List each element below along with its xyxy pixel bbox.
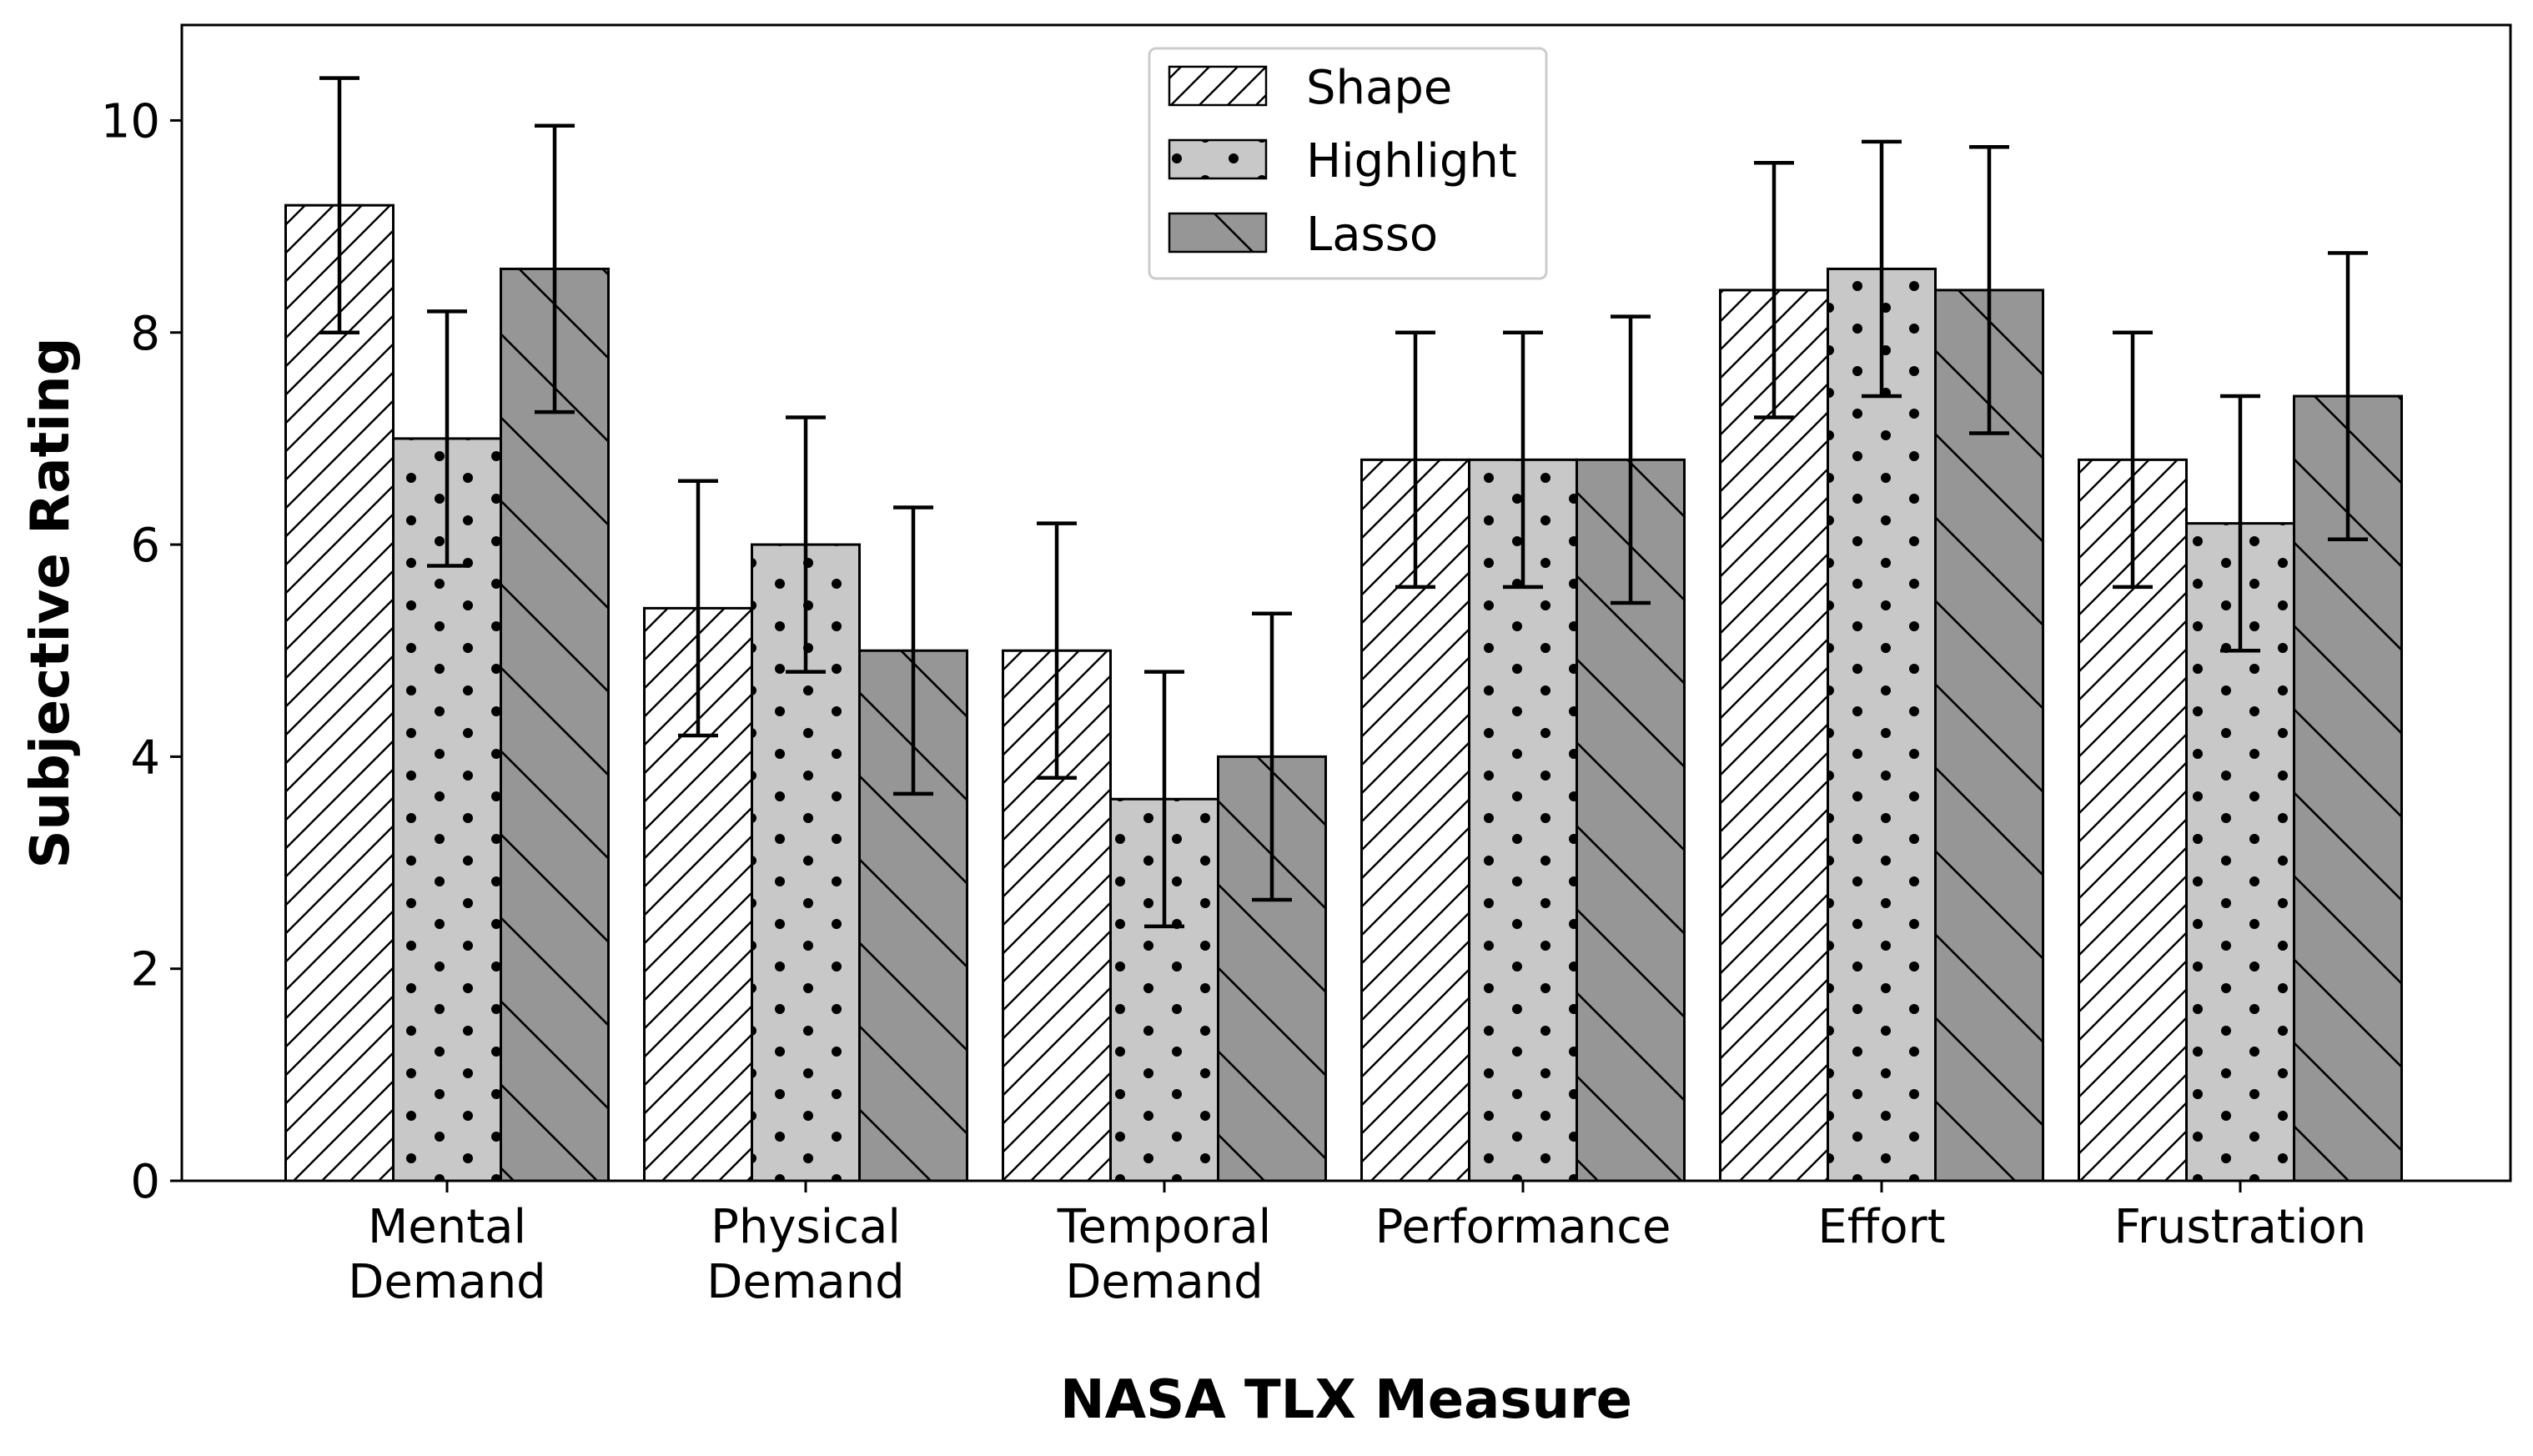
bar-shape-effort: [1719, 289, 1829, 1182]
x-tick-label: Frustration: [2114, 1200, 2366, 1254]
errorbar-shape-effort: [1754, 161, 1794, 419]
y-tick-label: 6: [130, 519, 160, 573]
legend: Shape Highlight Lasso: [1148, 47, 1548, 280]
x-tick-label: Performance: [1375, 1200, 1671, 1254]
legend-swatch-shape: [1168, 65, 1268, 107]
legend-label-lasso: Lasso: [1306, 208, 1438, 262]
bars-layer: [284, 203, 2403, 1182]
errorbar-shape-frustration: [2113, 330, 2153, 590]
legend-item-lasso: Lasso: [1168, 208, 1438, 262]
y-tick-label: 8: [130, 307, 160, 361]
legend-item-highlight: Highlight: [1168, 134, 1517, 188]
x-tick-label: Physical Demand: [706, 1200, 904, 1309]
y-tick-label: 0: [130, 1155, 160, 1209]
errorbar-lasso-mental-demand: [535, 123, 575, 414]
errorbars-layer: [319, 76, 2368, 929]
bar-lasso-mental-demand: [500, 267, 610, 1182]
errorbar-highlight-performance: [1503, 330, 1543, 590]
legend-label-highlight: Highlight: [1306, 134, 1517, 188]
legend-label-shape: Shape: [1306, 61, 1452, 115]
y-tick-label: 10: [101, 94, 160, 148]
errorbar-shape-mental-demand: [319, 76, 359, 335]
y-axis: 0 2 4 6 8 10: [101, 94, 182, 1209]
errorbar-highlight-temporal-demand: [1144, 670, 1184, 929]
bar-shape-mental-demand: [284, 203, 395, 1182]
errorbar-highlight-physical-demand: [786, 415, 826, 674]
y-axis-title: Subjective Rating: [20, 337, 82, 868]
legend-swatch-lasso: [1168, 212, 1268, 254]
legend-swatch-highlight: [1168, 138, 1268, 180]
errorbar-lasso-frustration: [2328, 251, 2368, 541]
x-tick-label: Temporal Demand: [1057, 1200, 1271, 1309]
errorbar-lasso-physical-demand: [893, 505, 933, 796]
errorbar-highlight-mental-demand: [427, 309, 467, 568]
errorbar-highlight-effort: [1862, 139, 1902, 399]
x-tick-label: Effort: [1817, 1200, 1945, 1254]
errorbar-shape-physical-demand: [678, 479, 718, 738]
x-axis: Mental Demand Physical Demand Temporal Demand…: [348, 1181, 2366, 1309]
errorbar-shape-temporal-demand: [1037, 521, 1077, 781]
errorbar-lasso-effort: [1969, 144, 2009, 435]
errorbar-lasso-performance: [1611, 314, 1651, 605]
legend-item-shape: Shape: [1168, 61, 1452, 115]
y-tick-label: 2: [130, 943, 160, 997]
y-tick-label: 4: [130, 731, 160, 785]
x-axis-title: NASA TLX Measure: [1060, 1369, 1632, 1431]
x-tick-label: Mental Demand: [348, 1200, 545, 1309]
plot-frame: [180, 23, 2512, 1182]
errorbar-highlight-frustration: [2220, 394, 2260, 653]
errorbar-lasso-temporal-demand: [1252, 611, 1292, 902]
errorbar-shape-performance: [1395, 330, 1435, 590]
bar-highlight-effort: [1827, 267, 1937, 1182]
